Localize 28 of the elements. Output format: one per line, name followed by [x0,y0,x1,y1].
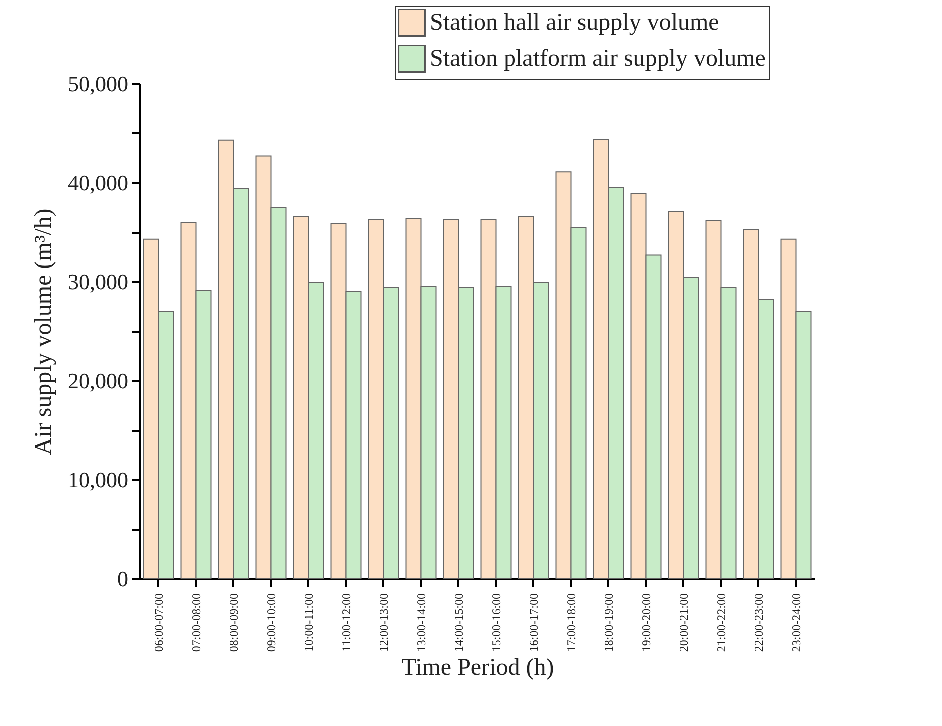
y-tick-label: 0 [118,566,128,592]
y-axis-title: Air supply volume (m³/h) [31,208,57,456]
x-tick-label: 12:00-13:00 [376,594,391,652]
y-tick-label: 10,000 [68,468,128,492]
x-tick-label: 08:00-09:00 [226,594,241,652]
x-tick-label: 19:00-20:00 [639,594,654,652]
x-tick-label: 07:00-08:00 [189,594,204,652]
x-tick-label: 15:00-16:00 [489,594,504,652]
x-tick-label: 23:00-24:00 [789,594,804,652]
y-tick-label: 40,000 [68,170,128,196]
x-tick-label: 06:00-07:00 [152,594,166,652]
x-tick-label: 14:00-15:00 [452,594,466,652]
x-tick-label: 13:00-14:00 [414,594,428,652]
x-tick-label: 17:00-18:00 [564,594,578,652]
x-tick-label: 10:00-11:00 [302,594,316,652]
legend-label: Station platform air supply volume [430,46,766,72]
x-tick-label: 09:00-10:00 [264,594,278,652]
y-tick-label: 20,000 [68,368,128,394]
y-tick-label: 50,000 [68,72,128,96]
x-axis-title: Time Period (h) [402,655,554,682]
x-tick-label: 20:00-21:00 [676,594,691,652]
x-tick-label: 16:00-17:00 [526,594,541,652]
y-tick-label: 30,000 [68,270,128,294]
legend-label: Station hall air supply volume [430,10,720,36]
x-tick-label: 11:00-12:00 [339,594,354,652]
x-tick-label: 18:00-19:00 [602,594,616,652]
x-tick-label: 21:00-22:00 [714,594,728,652]
x-tick-label: 22:00-23:00 [752,594,766,652]
